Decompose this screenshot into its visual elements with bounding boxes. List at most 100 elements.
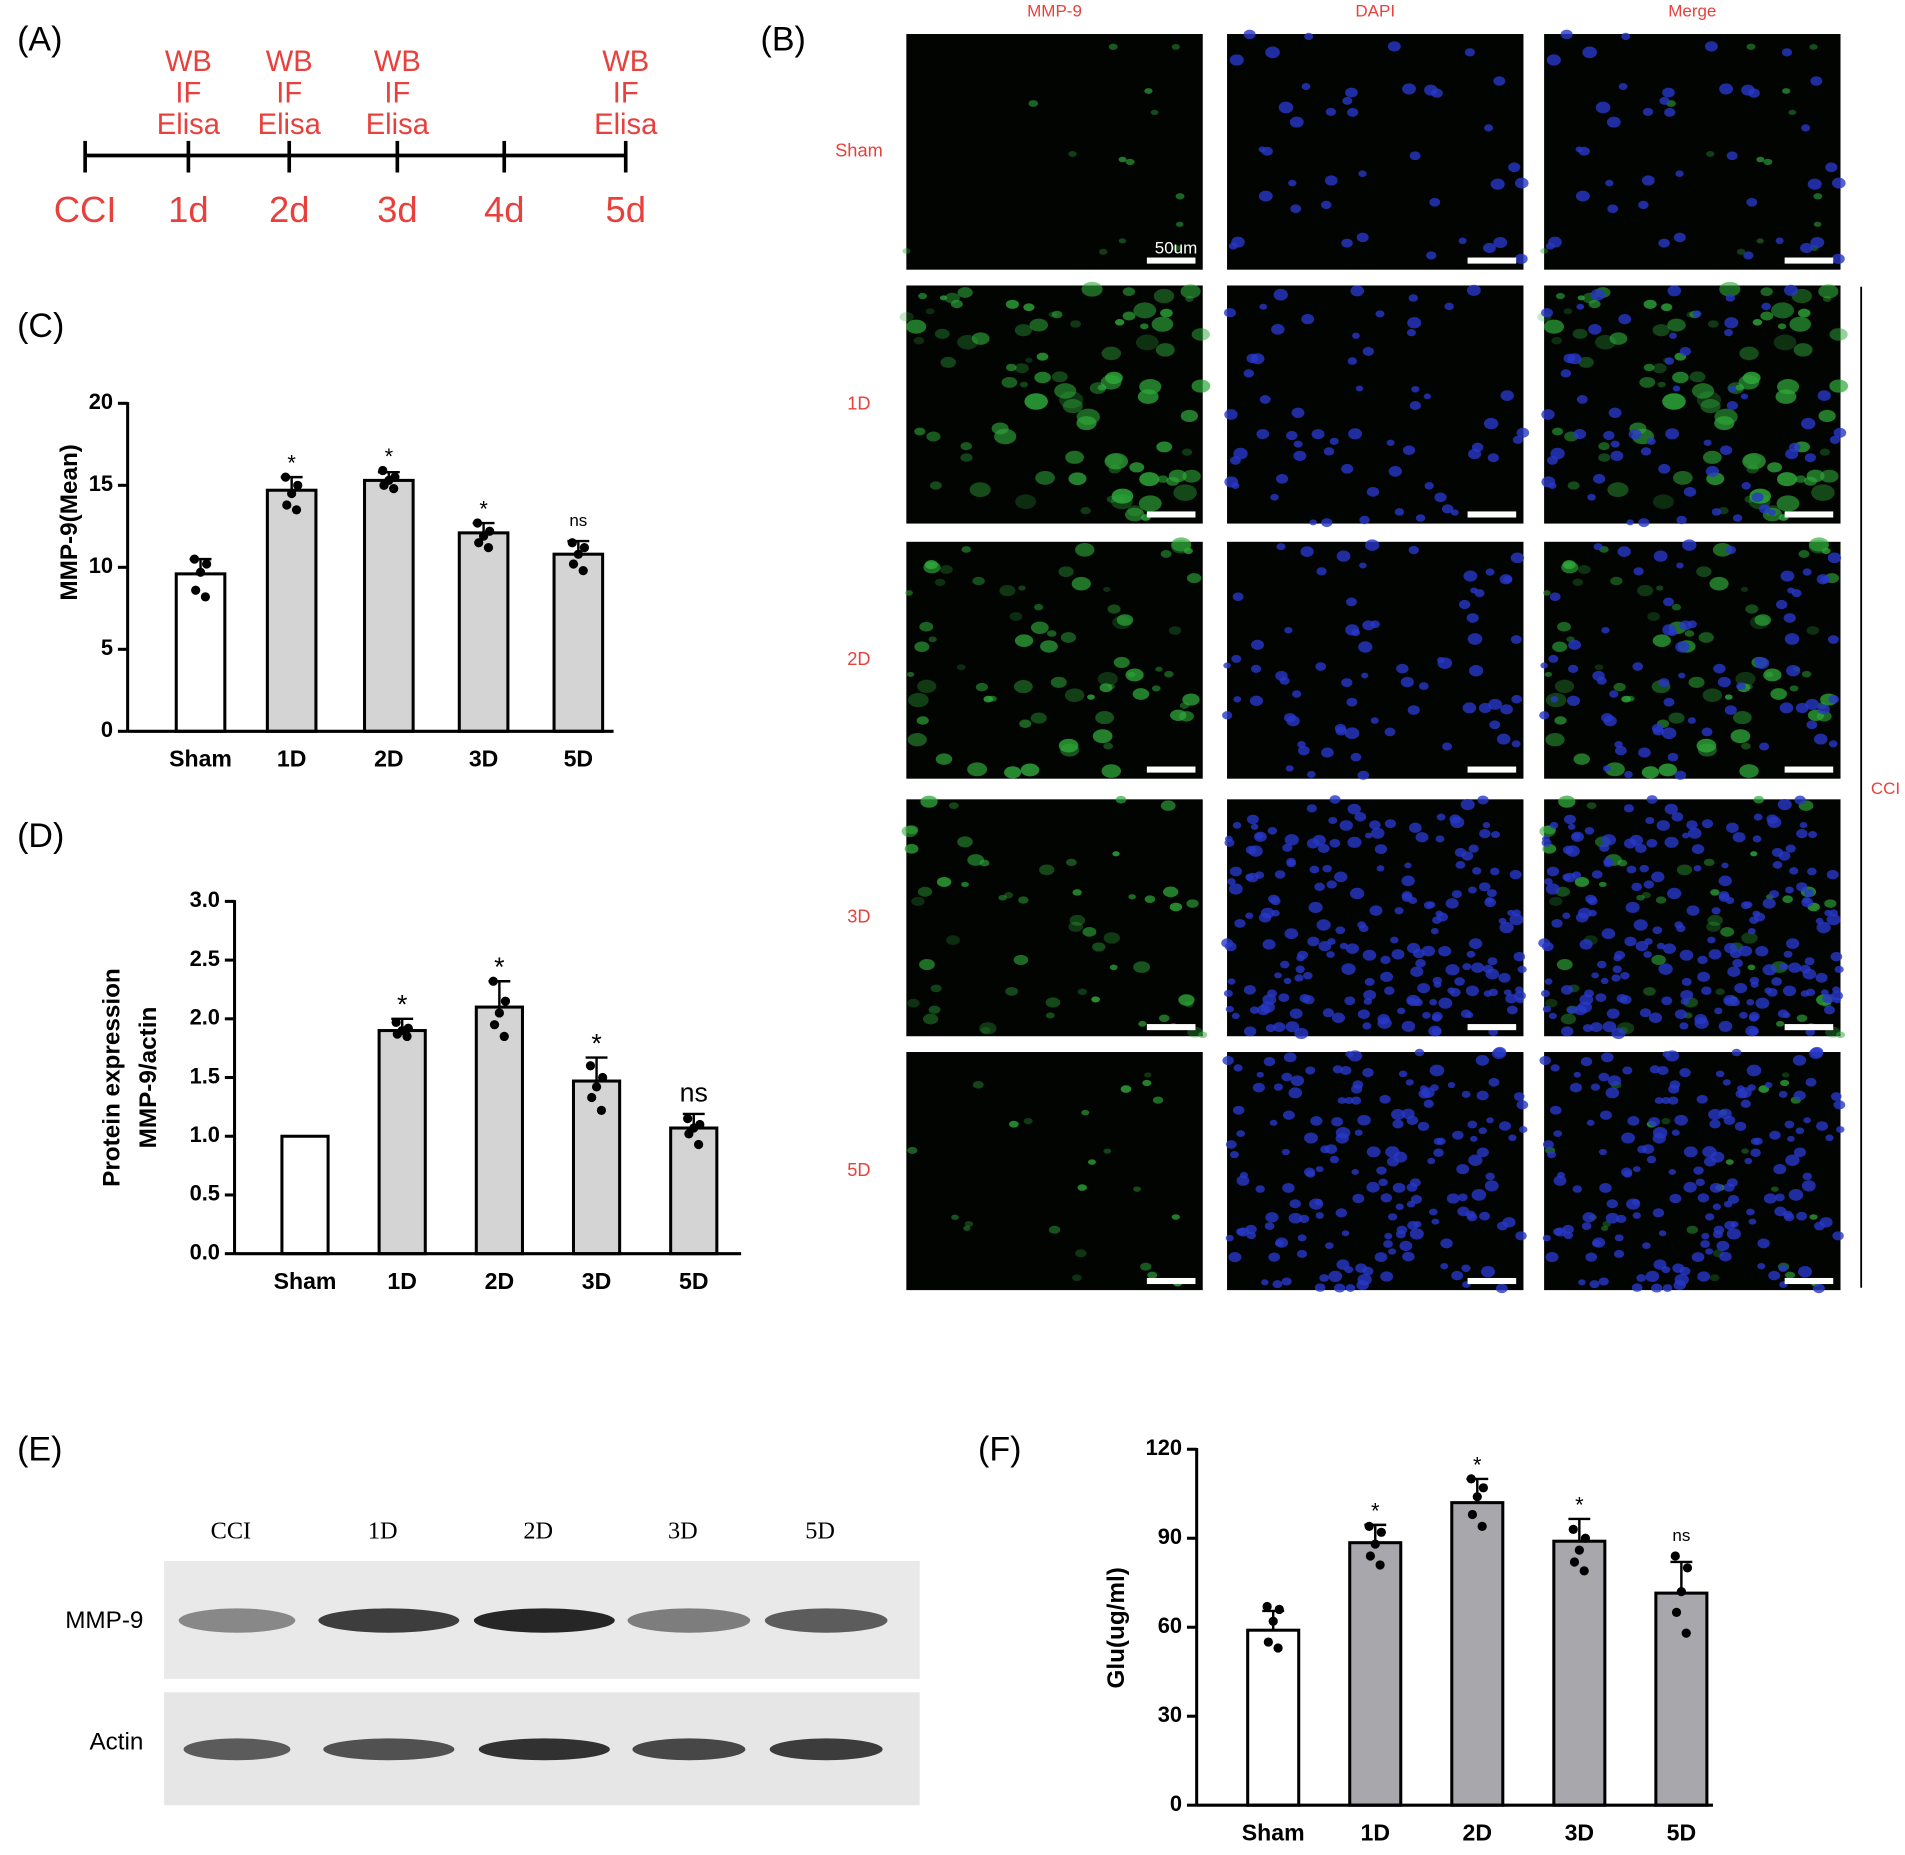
nucleus (1255, 1185, 1265, 1193)
scale-bar (1467, 1024, 1517, 1031)
green-signal (1643, 363, 1655, 372)
nucleus (1704, 41, 1718, 52)
nucleus (1576, 395, 1588, 404)
green-signal (1742, 452, 1766, 470)
nucleus (1808, 831, 1818, 839)
nucleus (1401, 875, 1415, 887)
nucleus (1493, 237, 1508, 248)
nucleus (1726, 1228, 1741, 1240)
nucleus (1273, 1022, 1286, 1033)
nucleus (1697, 955, 1708, 965)
nucleus (1281, 1148, 1290, 1156)
y-tick-label: 60 (1158, 1613, 1182, 1638)
green-signal (907, 1146, 918, 1154)
nucleus (1705, 1248, 1714, 1255)
nucleus (1410, 1194, 1423, 1204)
nucleus (1730, 1220, 1739, 1228)
nucleus (1638, 747, 1651, 758)
green-signal (1072, 1274, 1082, 1282)
nucleus (1458, 599, 1471, 610)
nucleus (1615, 745, 1627, 756)
data-point (189, 554, 200, 564)
nucleus (1297, 745, 1310, 756)
green-signal (1014, 363, 1029, 374)
green-signal (969, 482, 991, 498)
green-signal (1077, 988, 1088, 996)
nucleus (1778, 1090, 1788, 1098)
nucleus (1378, 1178, 1388, 1187)
nucleus (1673, 232, 1686, 243)
nucleus (1265, 46, 1280, 59)
nucleus (1665, 428, 1680, 440)
nucleus (1631, 1283, 1643, 1292)
green-signal (1034, 603, 1044, 611)
nucleus (1354, 1129, 1363, 1136)
green-signal (1144, 1072, 1152, 1078)
nucleus (1225, 1234, 1234, 1242)
nucleus (1380, 955, 1391, 965)
nucleus (1802, 568, 1812, 576)
nucleus (1493, 1046, 1507, 1058)
nucleus (1333, 1283, 1346, 1293)
green-signal (1808, 537, 1830, 552)
y-tick-label: 1.5 (190, 1063, 220, 1088)
nucleus (1303, 971, 1313, 980)
nucleus (1802, 1172, 1812, 1181)
nucleus (1718, 893, 1730, 902)
nucleus (1722, 1079, 1731, 1086)
nucleus (1370, 717, 1379, 724)
green-signal (1028, 100, 1039, 107)
nucleus (1222, 711, 1233, 720)
nucleus (1799, 964, 1811, 974)
scale-bar (1784, 257, 1834, 264)
nucleus (1508, 162, 1521, 173)
panel-label: (B) (761, 20, 806, 58)
green-signal (1175, 193, 1185, 200)
nucleus (1347, 803, 1361, 815)
nucleus (1723, 1115, 1736, 1126)
green-signal (1062, 399, 1083, 414)
nucleus (1562, 1224, 1574, 1234)
nucleus (1568, 664, 1579, 673)
nucleus (1409, 401, 1421, 410)
nucleus (1384, 986, 1395, 996)
nucleus (1661, 1096, 1671, 1105)
nucleus (1810, 237, 1825, 248)
nucleus (1664, 357, 1675, 365)
scale-bar (1467, 257, 1517, 264)
nucleus (1286, 715, 1300, 727)
nucleus (1362, 1068, 1374, 1078)
green-signal (1543, 319, 1565, 334)
nucleus (1294, 974, 1304, 982)
nucleus (1309, 865, 1320, 874)
green-signal (1122, 311, 1136, 321)
nucleus (1243, 369, 1255, 378)
blot-row-label: Actin (89, 1729, 143, 1756)
micrograph (902, 34, 1203, 270)
nucleus (1547, 1151, 1557, 1159)
nucleus (1470, 1135, 1478, 1142)
green-signal (1770, 688, 1787, 700)
nucleus (1438, 945, 1452, 957)
nucleus (1329, 437, 1339, 445)
green-signal (1128, 894, 1136, 900)
green-signal (1725, 1159, 1734, 1165)
nucleus (1729, 948, 1742, 959)
micrograph (1222, 539, 1525, 780)
green-signal (1829, 328, 1848, 341)
nucleus (1578, 1279, 1586, 1286)
data-point (287, 488, 297, 499)
lane-label: 5D (805, 1518, 835, 1545)
nucleus (1740, 393, 1749, 400)
nucleus (1657, 1065, 1669, 1075)
nucleus (1726, 401, 1738, 410)
nucleus (1571, 871, 1582, 879)
assay-label: Elisa (157, 109, 221, 141)
nucleus (1682, 539, 1697, 551)
data-point (200, 592, 211, 602)
row-label: 5D (847, 1160, 870, 1180)
nucleus (1687, 620, 1697, 629)
green-signal (1813, 221, 1822, 227)
nucleus (1417, 1121, 1430, 1131)
